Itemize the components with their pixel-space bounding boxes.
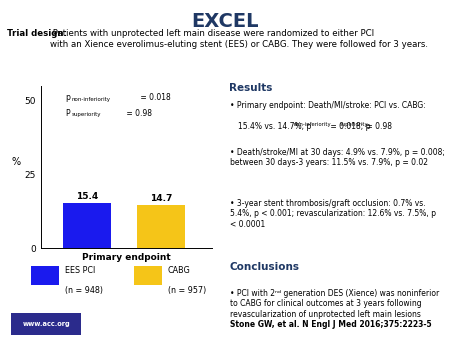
Text: • Primary endpoint: Death/MI/stroke: PCI vs. CABG:: • Primary endpoint: Death/MI/stroke: PCI… <box>230 101 425 111</box>
Text: = 0.018; p: = 0.018; p <box>328 122 370 131</box>
Text: • PCI with 2ⁿᵈ generation DES (Xience) was noninferior
to CABG for clinical outc: • PCI with 2ⁿᵈ generation DES (Xience) w… <box>230 289 439 319</box>
Text: (n = 948): (n = 948) <box>65 286 103 295</box>
Text: = 0.98: = 0.98 <box>124 109 152 118</box>
Y-axis label: %: % <box>11 157 20 167</box>
Text: P: P <box>65 109 69 118</box>
Text: p: p <box>65 93 70 102</box>
Text: • 3-year stent thrombosis/graft occlusion: 0.7% vs.
5.4%, p < 0.001; revasculari: • 3-year stent thrombosis/graft occlusio… <box>230 199 436 228</box>
Text: Patients with unprotected left main disease were randomized to either PCI
with a: Patients with unprotected left main dise… <box>50 29 428 49</box>
Text: superiority: superiority <box>340 122 369 127</box>
Text: 15.4: 15.4 <box>76 192 98 201</box>
Text: superiority: superiority <box>72 112 101 117</box>
Text: non-inferiority: non-inferiority <box>72 97 111 102</box>
Bar <box>137 205 185 248</box>
Text: • Death/stroke/MI at 30 days: 4.9% vs. 7.9%, p = 0.008;
between 30 days-3 years:: • Death/stroke/MI at 30 days: 4.9% vs. 7… <box>230 148 445 167</box>
Text: EXCEL: EXCEL <box>191 12 259 31</box>
Text: Trial design:: Trial design: <box>7 29 67 39</box>
Text: 15.4% vs. 14.7%, p: 15.4% vs. 14.7%, p <box>238 122 311 131</box>
FancyBboxPatch shape <box>7 313 85 335</box>
Bar <box>31 266 58 285</box>
Text: = 0.98: = 0.98 <box>364 122 392 131</box>
Text: = 0.018: = 0.018 <box>138 93 171 102</box>
Text: non-inferiority: non-inferiority <box>294 122 332 127</box>
Text: (n = 957): (n = 957) <box>167 286 206 295</box>
Bar <box>134 266 162 285</box>
Text: Results: Results <box>230 83 273 93</box>
Text: CABG: CABG <box>167 266 190 275</box>
Text: Stone GW, et al. N Engl J Med 2016;375:2223-5: Stone GW, et al. N Engl J Med 2016;375:2… <box>230 319 431 329</box>
Text: 14.7: 14.7 <box>150 194 172 203</box>
Text: EES PCI: EES PCI <box>65 266 95 275</box>
Text: www.acc.org: www.acc.org <box>22 321 70 327</box>
Text: Conclusions: Conclusions <box>230 262 300 272</box>
Bar <box>63 203 111 248</box>
X-axis label: Primary endpoint: Primary endpoint <box>81 252 171 262</box>
